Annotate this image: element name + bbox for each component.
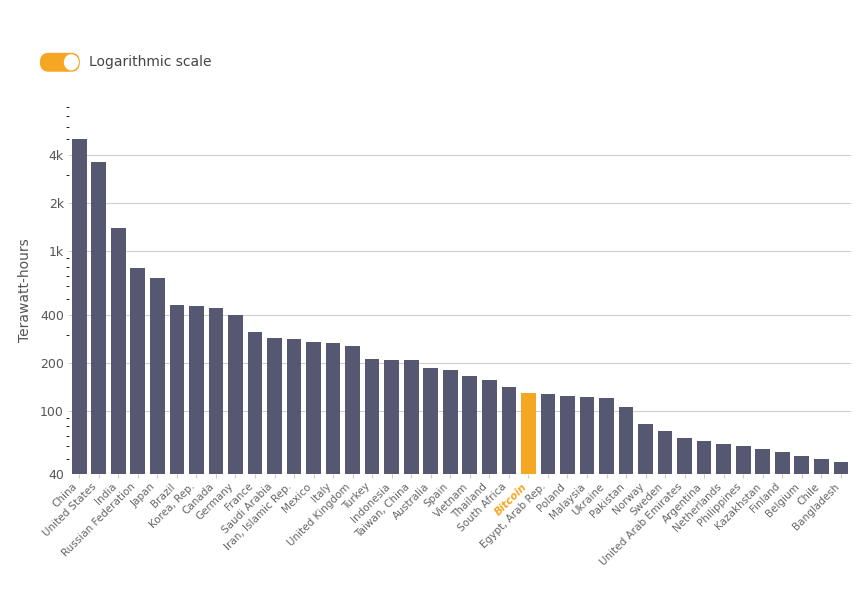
Bar xyxy=(697,441,712,593)
FancyBboxPatch shape xyxy=(40,53,80,72)
Bar xyxy=(638,424,653,593)
Bar xyxy=(814,459,829,593)
Bar xyxy=(541,394,556,593)
Bar xyxy=(619,407,634,593)
Bar xyxy=(169,305,184,593)
Bar xyxy=(560,396,575,593)
Bar xyxy=(130,268,145,593)
Bar xyxy=(580,397,595,593)
Bar xyxy=(658,431,673,593)
Bar xyxy=(72,139,87,593)
Bar xyxy=(482,380,496,593)
Bar xyxy=(833,462,848,593)
Bar xyxy=(111,228,126,593)
Bar xyxy=(267,338,282,593)
Bar xyxy=(677,438,692,593)
Y-axis label: Terawatt-hours: Terawatt-hours xyxy=(17,239,31,342)
Circle shape xyxy=(64,54,79,71)
Bar xyxy=(228,315,243,593)
Bar xyxy=(443,370,457,593)
Bar xyxy=(521,393,536,593)
Bar xyxy=(755,449,770,593)
Bar xyxy=(424,368,438,593)
Bar xyxy=(716,444,731,593)
Bar xyxy=(345,346,360,593)
Bar xyxy=(91,162,106,593)
Bar xyxy=(463,376,477,593)
Bar xyxy=(736,447,751,593)
Bar xyxy=(286,339,301,593)
Bar xyxy=(385,360,399,593)
Bar xyxy=(150,278,165,593)
Bar xyxy=(189,305,204,593)
Bar xyxy=(599,397,614,593)
Bar xyxy=(326,343,340,593)
Bar xyxy=(306,342,321,593)
Bar xyxy=(365,359,379,593)
Bar xyxy=(404,361,418,593)
Text: Logarithmic scale: Logarithmic scale xyxy=(89,55,212,69)
Bar xyxy=(794,456,809,593)
Bar xyxy=(502,387,516,593)
Bar xyxy=(208,308,223,593)
Bar xyxy=(775,452,790,593)
Bar xyxy=(247,332,262,593)
